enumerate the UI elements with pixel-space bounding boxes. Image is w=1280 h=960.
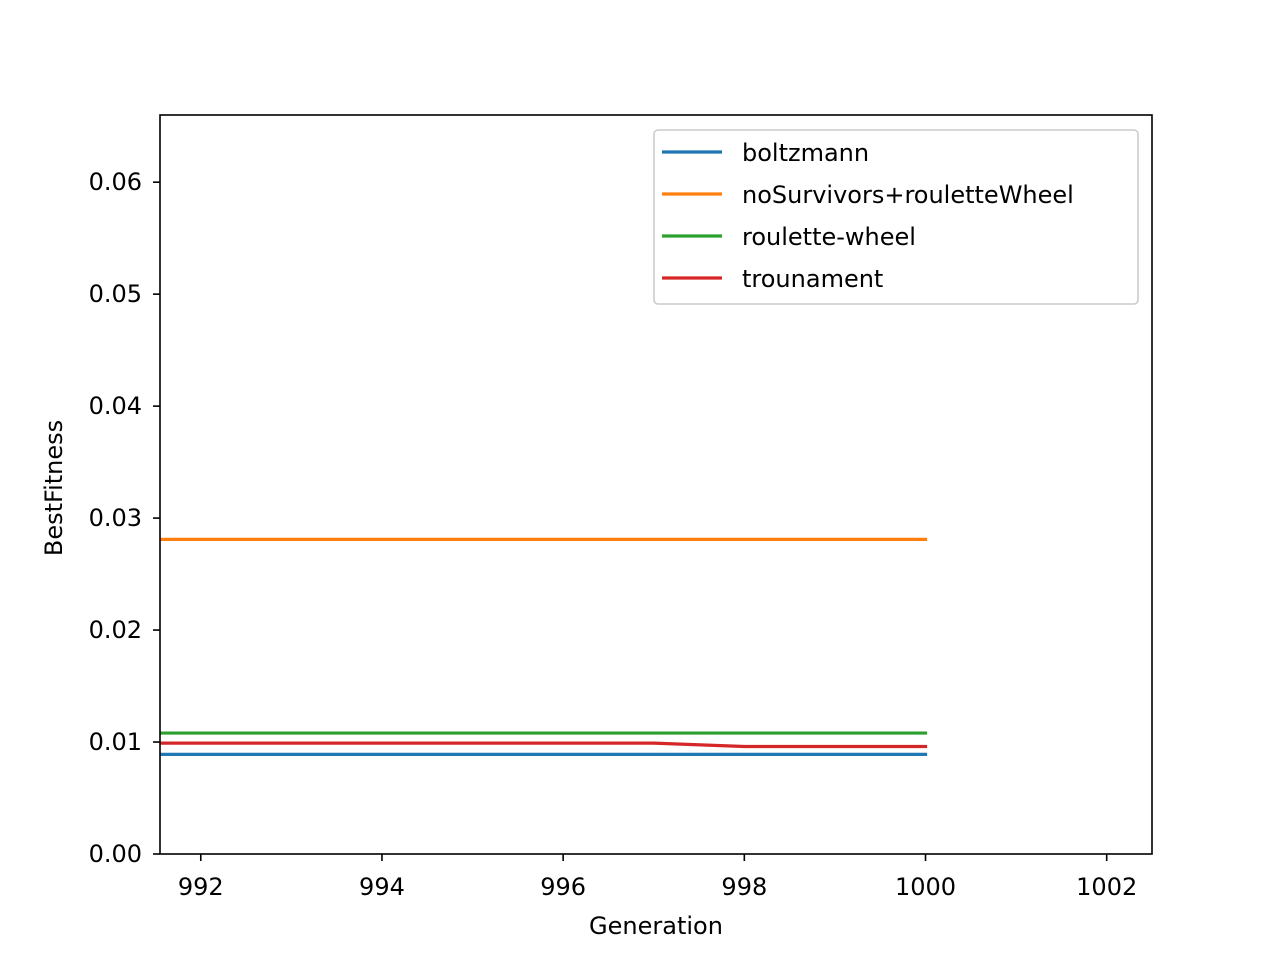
y-tick-label: 0.03 xyxy=(89,504,142,532)
legend-label-nosurvivors-roulettewheel: noSurvivors+rouletteWheel xyxy=(742,181,1074,209)
legend-label-roulette-wheel: roulette-wheel xyxy=(742,223,916,251)
x-tick-label: 1000 xyxy=(895,873,956,901)
x-axis: 992 994 996 998 1000 1002 xyxy=(178,854,1137,901)
x-tick-label: 996 xyxy=(540,873,586,901)
x-tick-label: 992 xyxy=(178,873,224,901)
y-tick-label: 0.02 xyxy=(89,616,142,644)
series-line-trounament xyxy=(160,741,928,749)
x-axis-label: Generation xyxy=(589,912,723,940)
y-axis-label: BestFitness xyxy=(40,420,68,556)
y-tick-label: 0.05 xyxy=(89,280,142,308)
legend: boltzmann noSurvivors+rouletteWheel roulet… xyxy=(653,129,1139,305)
y-tick-label: 0.06 xyxy=(89,168,142,196)
y-axis: 0.00 0.01 0.02 0.03 0.04 0.05 0.06 xyxy=(89,168,160,868)
x-tick-label: 994 xyxy=(359,873,405,901)
y-tick-label: 0.00 xyxy=(89,840,142,868)
legend-label-boltzmann: boltzmann xyxy=(742,139,869,167)
x-tick-label: 998 xyxy=(721,873,767,901)
y-tick-label: 0.04 xyxy=(89,392,142,420)
x-tick-label: 1002 xyxy=(1076,873,1137,901)
y-tick-label: 0.01 xyxy=(89,728,142,756)
plot-frame xyxy=(159,114,1153,855)
legend-label-trounament: trounament xyxy=(742,265,883,293)
series-layer xyxy=(160,537,928,756)
legend-box xyxy=(653,129,1139,305)
